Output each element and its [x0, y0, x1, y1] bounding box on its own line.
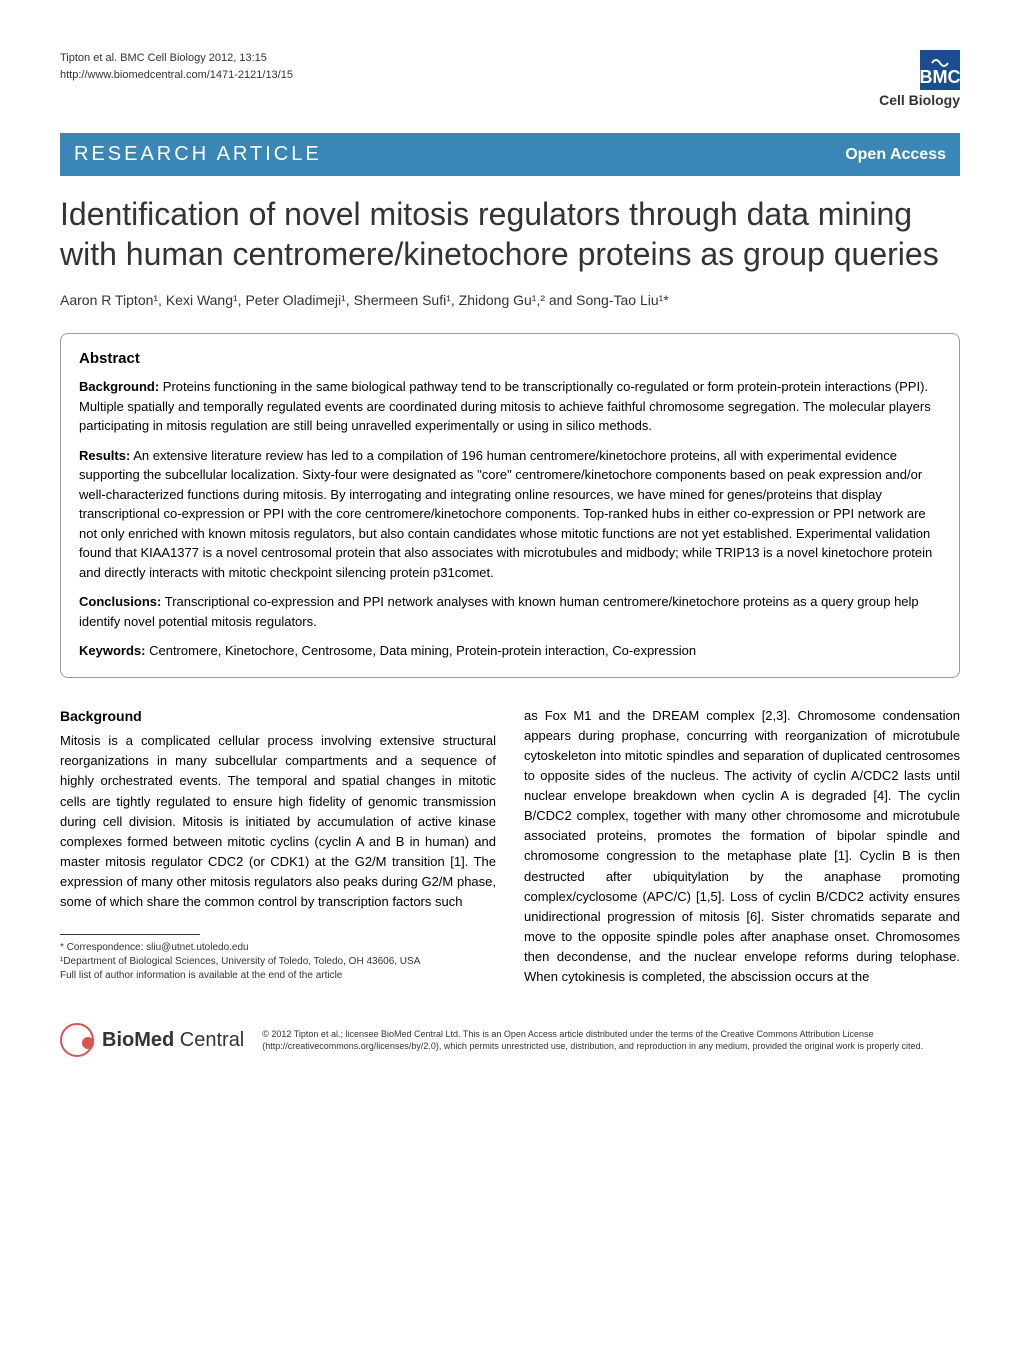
abstract-background: Background: Proteins functioning in the … [79, 377, 941, 436]
conclusions-text: Transcriptional co-expression and PPI ne… [79, 594, 919, 629]
body-columns: Background Mitosis is a complicated cell… [60, 706, 960, 988]
bmc-text-bold: BioMed [102, 1029, 174, 1051]
keywords-label: Keywords: [79, 643, 145, 658]
footer: BioMed Central © 2012 Tipton et al.; lic… [60, 1013, 960, 1057]
citation-line: Tipton et al. BMC Cell Biology 2012, 13:… [60, 50, 293, 67]
license-text: © 2012 Tipton et al.; licensee BioMed Ce… [262, 1028, 960, 1053]
open-access-label: Open Access [845, 146, 946, 164]
article-title: Identification of novel mitosis regulato… [60, 194, 960, 274]
results-label: Results: [79, 448, 130, 463]
abstract-box: Abstract Background: Proteins functionin… [60, 333, 960, 678]
author-info-note: Full list of author information is avail… [60, 969, 496, 983]
abstract-conclusions: Conclusions: Transcriptional co-expressi… [79, 592, 941, 631]
bmc-text: BioMed Central [102, 1029, 244, 1052]
background-label: Background: [79, 379, 159, 394]
logo-mark: BMC [879, 50, 960, 90]
column-right: as Fox M1 and the DREAM complex [2,3]. C… [524, 706, 960, 988]
citation: Tipton et al. BMC Cell Biology 2012, 13:… [60, 50, 293, 83]
logo-box: BMC [920, 50, 960, 90]
bmc-circle-icon [60, 1023, 94, 1057]
background-heading: Background [60, 706, 496, 728]
article-type-banner: RESEARCH ARTICLE Open Access [60, 133, 960, 176]
results-text: An extensive literature review has led t… [79, 448, 932, 580]
article-type: RESEARCH ARTICLE [74, 143, 322, 166]
keywords-text: Centromere, Kinetochore, Centrosome, Dat… [149, 643, 696, 658]
body-text-left: Mitosis is a complicated cellular proces… [60, 731, 496, 912]
biomedcentral-logo: BioMed Central [60, 1023, 244, 1057]
bmc-text-light: Central [180, 1029, 244, 1051]
logo-subtitle: Cell Biology [879, 92, 960, 108]
authors: Aaron R Tipton¹, Kexi Wang¹, Peter Oladi… [60, 292, 960, 308]
affiliation: ¹Department of Biological Sciences, Univ… [60, 955, 496, 969]
body-text-right: as Fox M1 and the DREAM complex [2,3]. C… [524, 706, 960, 988]
journal-logo: BMC Cell Biology [879, 50, 960, 108]
abstract-results: Results: An extensive literature review … [79, 446, 941, 583]
background-text: Proteins functioning in the same biologi… [79, 379, 931, 433]
correspondence: * Correspondence: sliu@utnet.utoledo.edu [60, 941, 496, 955]
logo-text: BMC [920, 70, 961, 84]
header: Tipton et al. BMC Cell Biology 2012, 13:… [60, 50, 960, 108]
keywords: Keywords: Centromere, Kinetochore, Centr… [79, 641, 941, 661]
footnotes: * Correspondence: sliu@utnet.utoledo.edu… [60, 941, 496, 983]
abstract-heading: Abstract [79, 350, 941, 367]
footnote-separator [60, 934, 200, 935]
page: Tipton et al. BMC Cell Biology 2012, 13:… [0, 0, 1020, 1087]
citation-url: http://www.biomedcentral.com/1471-2121/1… [60, 67, 293, 84]
conclusions-label: Conclusions: [79, 594, 161, 609]
column-left: Background Mitosis is a complicated cell… [60, 706, 496, 988]
